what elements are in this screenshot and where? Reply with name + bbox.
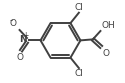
Text: -: - [10,16,13,25]
Text: O: O [102,49,109,58]
Text: +: + [22,31,28,40]
Text: O: O [16,53,23,62]
Text: O: O [10,19,17,28]
Text: N: N [19,35,27,44]
Text: Cl: Cl [74,69,83,78]
Text: OH: OH [101,21,115,30]
Text: Cl: Cl [74,2,83,12]
